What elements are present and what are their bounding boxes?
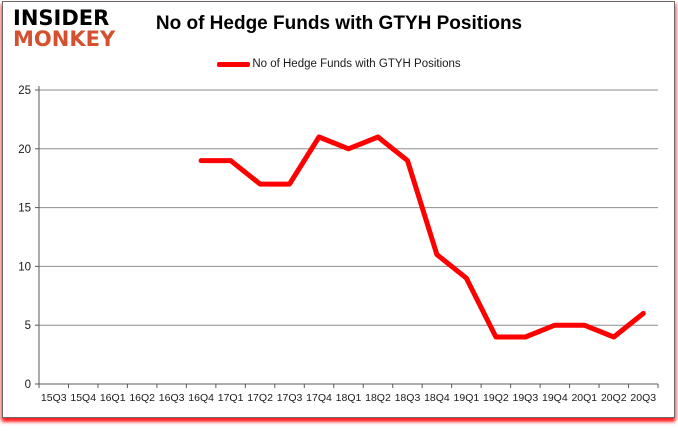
insider-monkey-logo: INSIDER MONKEY: [13, 8, 115, 50]
y-axis-label: 20: [18, 144, 31, 156]
x-axis-label: 16Q4: [188, 392, 214, 404]
x-axis-label: 16Q2: [129, 392, 155, 404]
y-axis-label: 10: [18, 261, 31, 273]
x-axis-label: 19Q1: [454, 392, 480, 404]
x-axis-label: 18Q4: [424, 392, 450, 404]
chart-title: No of Hedge Funds with GTYH Positions: [155, 13, 523, 34]
x-axis-label: 15Q4: [70, 392, 96, 404]
x-axis-label: 20Q1: [571, 392, 597, 404]
x-axis-label: 15Q3: [41, 392, 67, 404]
x-axis-label: 17Q2: [247, 392, 273, 404]
y-axis-label: 15: [18, 203, 31, 215]
x-axis-label: 20Q2: [601, 392, 627, 404]
y-axis-label: 5: [25, 320, 31, 332]
logo-text-insider: INSIDER: [13, 6, 110, 30]
x-axis-label: 19Q3: [513, 392, 539, 404]
x-axis-label: 18Q2: [365, 392, 391, 404]
series-line: [198, 134, 646, 340]
legend-label: No of Hedge Funds with GTYH Positions: [252, 58, 461, 70]
x-axis-label: 17Q1: [218, 392, 244, 404]
x-axis-label: 18Q1: [336, 392, 362, 404]
legend: No of Hedge Funds with GTYH Positions: [0, 58, 678, 70]
x-axis-label: 16Q3: [159, 392, 185, 404]
legend-line-swatch: [217, 61, 251, 67]
y-axis-label: 25: [18, 85, 31, 97]
x-axis-label: 19Q2: [483, 392, 509, 404]
x-axis-label: 19Q4: [542, 392, 568, 404]
x-axis-label: 17Q4: [306, 392, 332, 404]
x-axis-label: 20Q3: [630, 392, 656, 404]
x-axis-label: 16Q1: [100, 392, 126, 404]
x-axis-label: 18Q3: [395, 392, 421, 404]
chart-frame: [2, 1, 675, 418]
y-axis-label: 0: [25, 379, 31, 391]
logo-text-monkey: MONKEY: [13, 27, 116, 51]
x-axis-label: 17Q3: [277, 392, 303, 404]
